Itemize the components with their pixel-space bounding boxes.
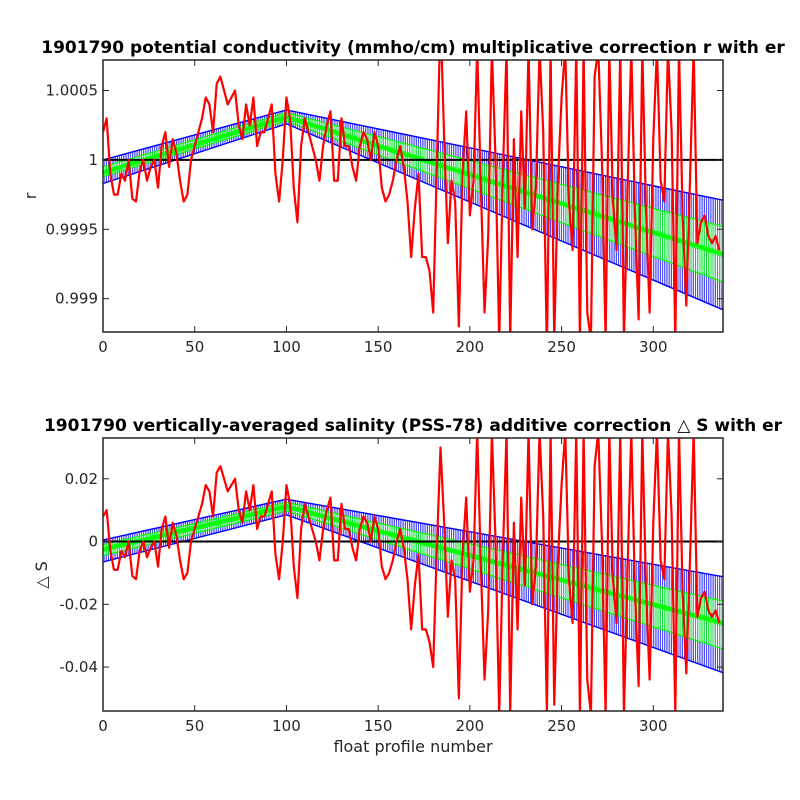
- bottom-x-tick-label: 250: [547, 717, 576, 735]
- bottom-correction-marker: [481, 556, 488, 563]
- bottom-correction-marker: [705, 616, 712, 622]
- bottom-lower-error-bound-line: [103, 514, 723, 674]
- bottom-correction-marker: [386, 531, 392, 537]
- top-plot-area: [103, 60, 723, 332]
- bottom-correction-marker: [382, 530, 389, 536]
- bottom-correction-marker: [309, 510, 315, 516]
- bottom-correction-marker: [690, 612, 697, 618]
- bottom-correction-marker: [214, 520, 220, 526]
- bottom-correction-marker: [276, 505, 282, 511]
- bottom-correction-marker: [221, 518, 227, 524]
- bottom-correction-marker: [177, 528, 183, 535]
- bottom-raw-series-line: [103, 438, 721, 711]
- bottom-x-axis-label: float profile number: [333, 737, 493, 756]
- bottom-correction-marker: [114, 543, 121, 549]
- bottom-correction-marker: [247, 512, 253, 518]
- bottom-correction-marker: [452, 548, 458, 555]
- bottom-correction-marker: [258, 509, 264, 516]
- bottom-correction-marker: [291, 505, 297, 512]
- bottom-correction-marker: [390, 532, 396, 538]
- top-x-tick-label: 200: [456, 338, 485, 356]
- bottom-correction-marker: [346, 520, 352, 526]
- bottom-correction-marker: [353, 522, 359, 528]
- bottom-correction-marker: [199, 523, 205, 529]
- bottom-correction-marker: [701, 615, 708, 621]
- bottom-correction-marker: [316, 512, 323, 518]
- bottom-x-tick-label: 200: [456, 717, 485, 735]
- top-chart-title: 1901790 potential conductivity (mmho/cm)…: [41, 38, 785, 58]
- bottom-correction-marker: [147, 535, 154, 541]
- bottom-correction-marker: [184, 526, 191, 533]
- bottom-correction-marker: [210, 520, 216, 527]
- top-chart: 0 50 100 150 200 250 300 0.999 0.9995 1 1.0005: [46, 59, 724, 356]
- bottom-y-tick-label: 0: [88, 533, 98, 551]
- bottom-correction-marker: [456, 549, 462, 556]
- bottom-correction-marker: [188, 526, 194, 532]
- top-y-tick-label: 1.0005: [46, 82, 99, 100]
- bottom-x-tick-label: 150: [364, 717, 393, 735]
- bottom-correction-marker: [430, 542, 436, 549]
- bottom-correction-marker: [232, 515, 238, 522]
- bottom-correction-marker: [448, 547, 455, 554]
- bottom-x-tick-label: 100: [272, 717, 301, 735]
- bottom-correction-marker: [595, 587, 601, 593]
- bottom-correction-marker: [698, 614, 704, 620]
- bottom-correction-marker: [437, 544, 444, 551]
- bottom-axes-box: [102, 437, 724, 712]
- top-lower-error-bound-line: [103, 123, 723, 311]
- bottom-correction-marker: [111, 544, 117, 550]
- bottom-correction-marker: [103, 545, 110, 552]
- bottom-correction-marker: [558, 577, 565, 583]
- bottom-y-axis-label: △ S: [32, 561, 51, 589]
- bottom-correction-marker: [203, 522, 209, 529]
- top-x-tick-label: 0: [98, 338, 108, 356]
- bottom-correction-marker: [628, 595, 634, 602]
- bottom-plot-area: [103, 438, 723, 711]
- top-y-axis-label: r: [21, 192, 40, 199]
- bottom-correction-marker: [379, 529, 385, 535]
- bottom-correction-marker: [118, 542, 125, 548]
- bottom-correction-marker: [536, 571, 543, 577]
- bottom-correction-marker: [562, 578, 568, 584]
- top-y-tick-label: 0.999: [55, 290, 98, 308]
- bottom-correction-marker: [665, 605, 671, 612]
- bottom-correction-marker: [151, 534, 158, 541]
- top-x-tick-label: 50: [185, 338, 204, 356]
- top-y-tick-label: 0.9995: [46, 220, 99, 238]
- bottom-correction-marker: [349, 521, 356, 527]
- bottom-correction-marker: [661, 604, 668, 611]
- bottom-y-tick-label: -0.04: [59, 658, 98, 676]
- top-x-tick-label: 250: [547, 338, 576, 356]
- bottom-correction-marker: [419, 540, 425, 546]
- bottom-correction-marker: [474, 554, 480, 561]
- bottom-correction-marker: [294, 506, 301, 513]
- bottom-chart-title: 1901790 vertically-averaged salinity (PS…: [44, 416, 783, 436]
- bottom-correction-marker: [228, 516, 235, 523]
- top-x-tick-label: 150: [364, 338, 393, 356]
- bottom-chart: 0 50 100 150 200 250 300 -0.04 -0.02 0 0.02: [59, 437, 724, 735]
- bottom-correction-marker: [225, 517, 231, 523]
- bottom-correction-marker: [206, 521, 213, 528]
- top-axes-box: [102, 59, 724, 333]
- bottom-correction-marker: [709, 617, 715, 623]
- bottom-x-tick-label: 50: [185, 717, 204, 735]
- bottom-correction-marker: [181, 527, 187, 534]
- bottom-correction-marker: [217, 519, 224, 525]
- bottom-correction-marker: [657, 603, 664, 610]
- top-x-tick-label: 300: [639, 338, 668, 356]
- bottom-y-tick-label: 0.02: [65, 470, 98, 488]
- bottom-correction-marker: [313, 511, 319, 517]
- bottom-x-tick-label: 0: [98, 717, 108, 735]
- bottom-x-tick-label: 300: [639, 717, 668, 735]
- top-x-tick-label: 100: [272, 338, 301, 356]
- top-y-tick-label: 1: [88, 151, 98, 169]
- top-raw-series-line: [103, 60, 721, 332]
- bottom-y-tick-label: -0.02: [59, 595, 98, 613]
- bottom-correction-marker: [654, 602, 660, 609]
